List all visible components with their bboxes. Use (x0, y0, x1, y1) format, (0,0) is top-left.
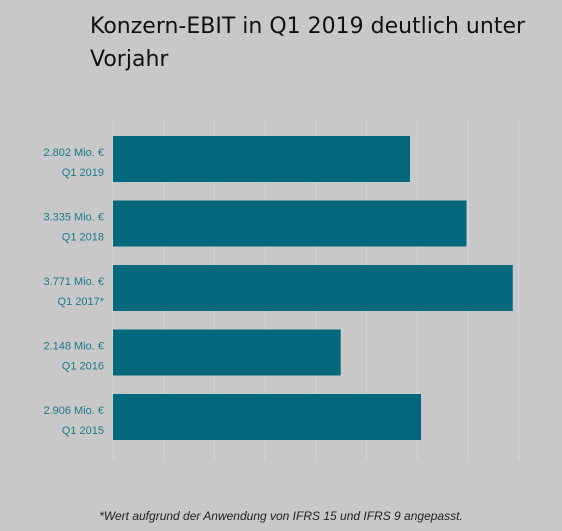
bar (113, 265, 513, 311)
bar-value-label: 3.335 Mio. € (43, 212, 104, 224)
bar-value-label: 2.148 Mio. € (43, 341, 104, 353)
bar-value-label: 2.906 Mio. € (43, 405, 104, 417)
footnote: *Wert aufgrund der Anwendung von IFRS 15… (99, 509, 463, 523)
bar-value-label: 2.802 Mio. € (43, 147, 104, 159)
category-label: Q1 2019 (62, 167, 104, 179)
bar-chart: 2.802 Mio. € Q1 2019 3.335 Mio. € Q1 2018 3.… (0, 120, 562, 465)
bar-value-label: 3.771 Mio. € (43, 276, 104, 288)
category-label: Q1 2015 (62, 425, 104, 437)
category-label: Q1 2016 (62, 361, 104, 373)
bar (113, 136, 411, 182)
bar (113, 200, 467, 247)
bar-chart-svg: 2.802 Mio. € Q1 2019 3.335 Mio. € Q1 2018 3.… (43, 120, 520, 460)
bar (113, 329, 341, 376)
bar (113, 394, 422, 440)
chart-title: Konzern-EBIT in Q1 2019 deutlich unter V… (90, 14, 526, 72)
category-label: Q1 2017* (58, 296, 105, 308)
category-label: Q1 2018 (62, 232, 104, 244)
